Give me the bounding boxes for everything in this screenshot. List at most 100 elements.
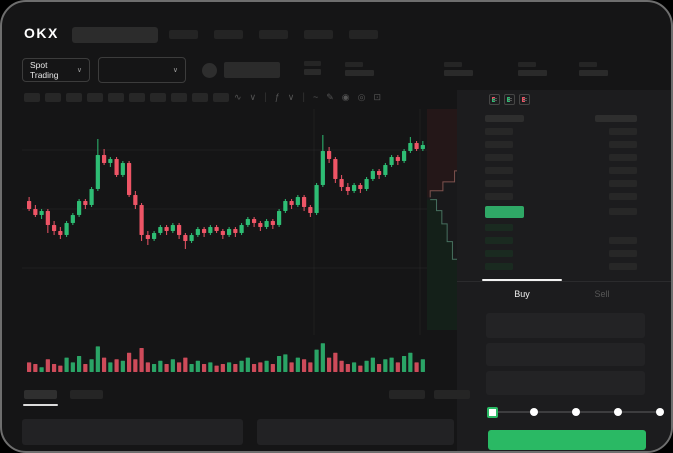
bottom-action-placeholder[interactable] — [434, 390, 470, 399]
volume-bar — [120, 360, 125, 372]
indicators-icon[interactable]: ƒ — [274, 92, 280, 102]
volume-bar — [233, 364, 238, 372]
divider: | — [264, 91, 267, 103]
volume-bar — [352, 362, 357, 372]
buy-submit-button[interactable] — [488, 430, 646, 450]
candle — [108, 159, 113, 163]
slider-handle[interactable] — [487, 407, 498, 418]
chevron-down-icon[interactable]: ∨ — [287, 91, 295, 102]
orderbook-ask-row[interactable] — [485, 167, 513, 174]
orderbook-ask-row[interactable] — [485, 128, 513, 135]
candle — [120, 163, 125, 175]
orderbook-bid-row[interactable] — [485, 224, 513, 231]
candle — [133, 195, 138, 205]
interval-button-placeholder[interactable] — [87, 93, 103, 102]
stat-label-placeholder — [579, 62, 597, 67]
candle — [227, 229, 232, 235]
candle — [152, 233, 157, 239]
candle — [208, 227, 213, 233]
pair-selector[interactable]: ∨ — [98, 57, 186, 83]
orderbook-bid-row[interactable] — [485, 237, 513, 244]
stat-label-placeholder — [444, 62, 462, 67]
bottom-tab-open-orders[interactable] — [24, 390, 57, 399]
interval-button-placeholder[interactable] — [192, 93, 208, 102]
line-style-icon[interactable]: ~ — [312, 92, 319, 102]
nav-item-placeholder[interactable] — [214, 30, 243, 39]
active-bottom-tab-indicator — [23, 404, 58, 406]
bottom-tab-order-history[interactable] — [70, 390, 103, 399]
nav-item-placeholder[interactable] — [304, 30, 333, 39]
volume-bar — [89, 359, 94, 372]
candle — [27, 201, 32, 209]
candle — [352, 185, 357, 191]
candle — [189, 235, 194, 241]
orderbook-ask-row[interactable] — [485, 180, 513, 187]
candle — [414, 143, 419, 149]
fullscreen-icon[interactable]: ⊡ — [373, 91, 382, 102]
slider-stop-dot[interactable] — [656, 408, 664, 416]
volume-bar — [239, 360, 244, 372]
candle — [33, 209, 38, 215]
volume-bar — [83, 364, 88, 372]
draw-icon[interactable]: ✎ — [326, 91, 334, 102]
price-field[interactable] — [486, 313, 645, 338]
candle — [283, 201, 288, 211]
candle — [333, 159, 338, 179]
search-input[interactable] — [72, 27, 158, 43]
active-tab-indicator — [482, 279, 562, 281]
orderbook-amount-placeholder — [609, 167, 637, 174]
orderbook-trade-panel: Buy Sell — [457, 90, 671, 451]
orderbook-ask-row[interactable] — [485, 193, 513, 200]
chart-type-icon[interactable]: ∿ — [234, 91, 242, 102]
nav-item-placeholder[interactable] — [349, 30, 378, 39]
volume-bar — [264, 360, 269, 372]
orderbook-price-header — [485, 115, 524, 122]
interval-button-placeholder[interactable] — [150, 93, 166, 102]
candle — [39, 211, 44, 215]
orderbook-amount-placeholder — [609, 128, 637, 135]
volume-bar — [27, 362, 32, 372]
volume-bar — [170, 359, 175, 372]
orderbook-asks-icon[interactable] — [519, 94, 530, 105]
volume-bar — [95, 346, 100, 372]
orderbook-ask-row[interactable] — [485, 154, 513, 161]
chevron-down-icon[interactable]: ∨ — [249, 91, 257, 102]
interval-button-placeholder[interactable] — [24, 93, 40, 102]
interval-button-placeholder[interactable] — [108, 93, 124, 102]
volume-bar — [52, 364, 57, 372]
bottom-action-placeholder[interactable] — [389, 390, 425, 399]
orderbook-bids-icon[interactable] — [504, 94, 515, 105]
volume-bar — [327, 357, 332, 372]
tab-sell[interactable]: Sell — [594, 289, 610, 299]
orderbook-both-icon[interactable] — [489, 94, 500, 105]
orderbook-ask-row[interactable] — [485, 141, 513, 148]
candle — [202, 229, 207, 233]
volume-bar — [402, 356, 407, 372]
total-field[interactable] — [486, 371, 645, 395]
market-type-selector[interactable]: Spot Trading ∨ — [22, 58, 90, 82]
interval-button-placeholder[interactable] — [45, 93, 61, 102]
candle — [70, 215, 75, 223]
volume-bar — [283, 354, 288, 372]
amount-field[interactable] — [486, 343, 645, 366]
interval-button-placeholder[interactable] — [213, 93, 229, 102]
nav-item-placeholder[interactable] — [259, 30, 288, 39]
camera-icon[interactable]: ◉ — [341, 91, 350, 102]
slider-stop-dot[interactable] — [530, 408, 538, 416]
slider-stop-dot[interactable] — [614, 408, 622, 416]
nav-item-placeholder[interactable] — [169, 30, 198, 39]
volume-bar — [302, 359, 307, 372]
orderbook-amount-header — [595, 115, 637, 122]
volume-bar — [102, 357, 107, 372]
settings-icon[interactable]: ◎ — [357, 91, 366, 102]
orderbook-bid-row[interactable] — [485, 250, 513, 257]
candle — [383, 165, 388, 175]
interval-button-placeholder[interactable] — [129, 93, 145, 102]
interval-button-placeholder[interactable] — [171, 93, 187, 102]
tab-buy[interactable]: Buy — [514, 289, 530, 299]
slider-stop-dot[interactable] — [572, 408, 580, 416]
interval-button-placeholder[interactable] — [66, 93, 82, 102]
candle — [64, 223, 69, 235]
volume-bar — [295, 357, 300, 372]
orderbook-bid-row[interactable] — [485, 263, 513, 270]
